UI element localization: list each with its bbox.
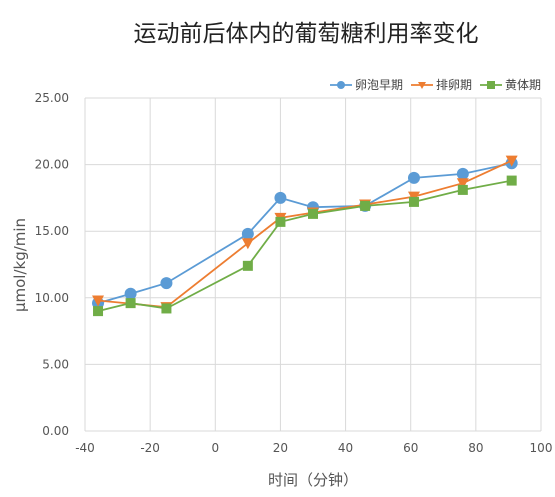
data-point bbox=[407, 171, 420, 184]
legend-marker bbox=[418, 82, 426, 89]
x-axis: -40 -20 0 20 40 60 80 100 bbox=[75, 441, 552, 455]
data-point bbox=[408, 196, 419, 207]
data-point bbox=[308, 208, 318, 219]
data-point bbox=[505, 155, 518, 167]
y-tick-label: 25.00 bbox=[35, 91, 69, 105]
legend-item: 排卵期 bbox=[411, 78, 472, 92]
series-2 bbox=[92, 155, 518, 314]
data-point bbox=[456, 178, 469, 190]
grid bbox=[84, 97, 542, 432]
legend-marker bbox=[487, 81, 495, 89]
legend-label: 黄体期 bbox=[505, 78, 541, 92]
y-tick-label: 15.00 bbox=[35, 224, 69, 238]
series-3 bbox=[93, 175, 517, 317]
x-tick-label: 20 bbox=[273, 441, 288, 455]
y-axis: 0.00 5.00 10.00 15.00 20.00 25.00 bbox=[35, 91, 69, 438]
y-tick-label: 10.00 bbox=[35, 291, 69, 305]
legend-item: 卵泡早期 bbox=[330, 78, 403, 92]
y-tick-label: 0.00 bbox=[42, 424, 69, 438]
data-point bbox=[241, 238, 254, 250]
y-tick-label: 20.00 bbox=[35, 158, 69, 172]
series-layer bbox=[92, 155, 518, 317]
legend: 卵泡早期 排卵期 黄体期 bbox=[330, 78, 541, 92]
x-axis-title: 时间（分钟） bbox=[268, 471, 358, 489]
data-point bbox=[124, 287, 137, 300]
data-point bbox=[242, 260, 253, 271]
data-point bbox=[360, 200, 371, 211]
data-point bbox=[275, 216, 286, 227]
data-point bbox=[92, 295, 105, 307]
y-axis-title: μmol/kg/min bbox=[11, 218, 29, 312]
x-tick-label: 60 bbox=[403, 441, 418, 455]
data-point bbox=[241, 227, 254, 240]
data-point bbox=[274, 191, 287, 204]
legend-item: 黄体期 bbox=[480, 78, 541, 92]
series-line bbox=[97, 179, 512, 312]
x-tick-label: 40 bbox=[338, 441, 353, 455]
chart-title: 运动前后体内的葡萄糖利用率变化 bbox=[134, 21, 479, 47]
data-point bbox=[160, 277, 173, 290]
x-tick-label: -20 bbox=[140, 441, 160, 455]
data-point bbox=[161, 303, 172, 314]
y-tick-label: 5.00 bbox=[42, 357, 69, 371]
data-point bbox=[456, 167, 469, 180]
data-point bbox=[506, 175, 517, 186]
legend-label: 排卵期 bbox=[436, 78, 472, 92]
legend-marker bbox=[337, 81, 345, 89]
x-tick-label: 80 bbox=[468, 441, 483, 455]
legend-label: 卵泡早期 bbox=[355, 78, 403, 92]
data-point bbox=[457, 184, 468, 195]
x-tick-label: 100 bbox=[530, 441, 553, 455]
data-point bbox=[93, 306, 104, 317]
x-tick-label: 0 bbox=[211, 441, 219, 455]
data-point bbox=[125, 298, 136, 309]
series-1 bbox=[92, 157, 518, 310]
x-tick-label: -40 bbox=[75, 441, 95, 455]
series-line bbox=[97, 162, 512, 304]
